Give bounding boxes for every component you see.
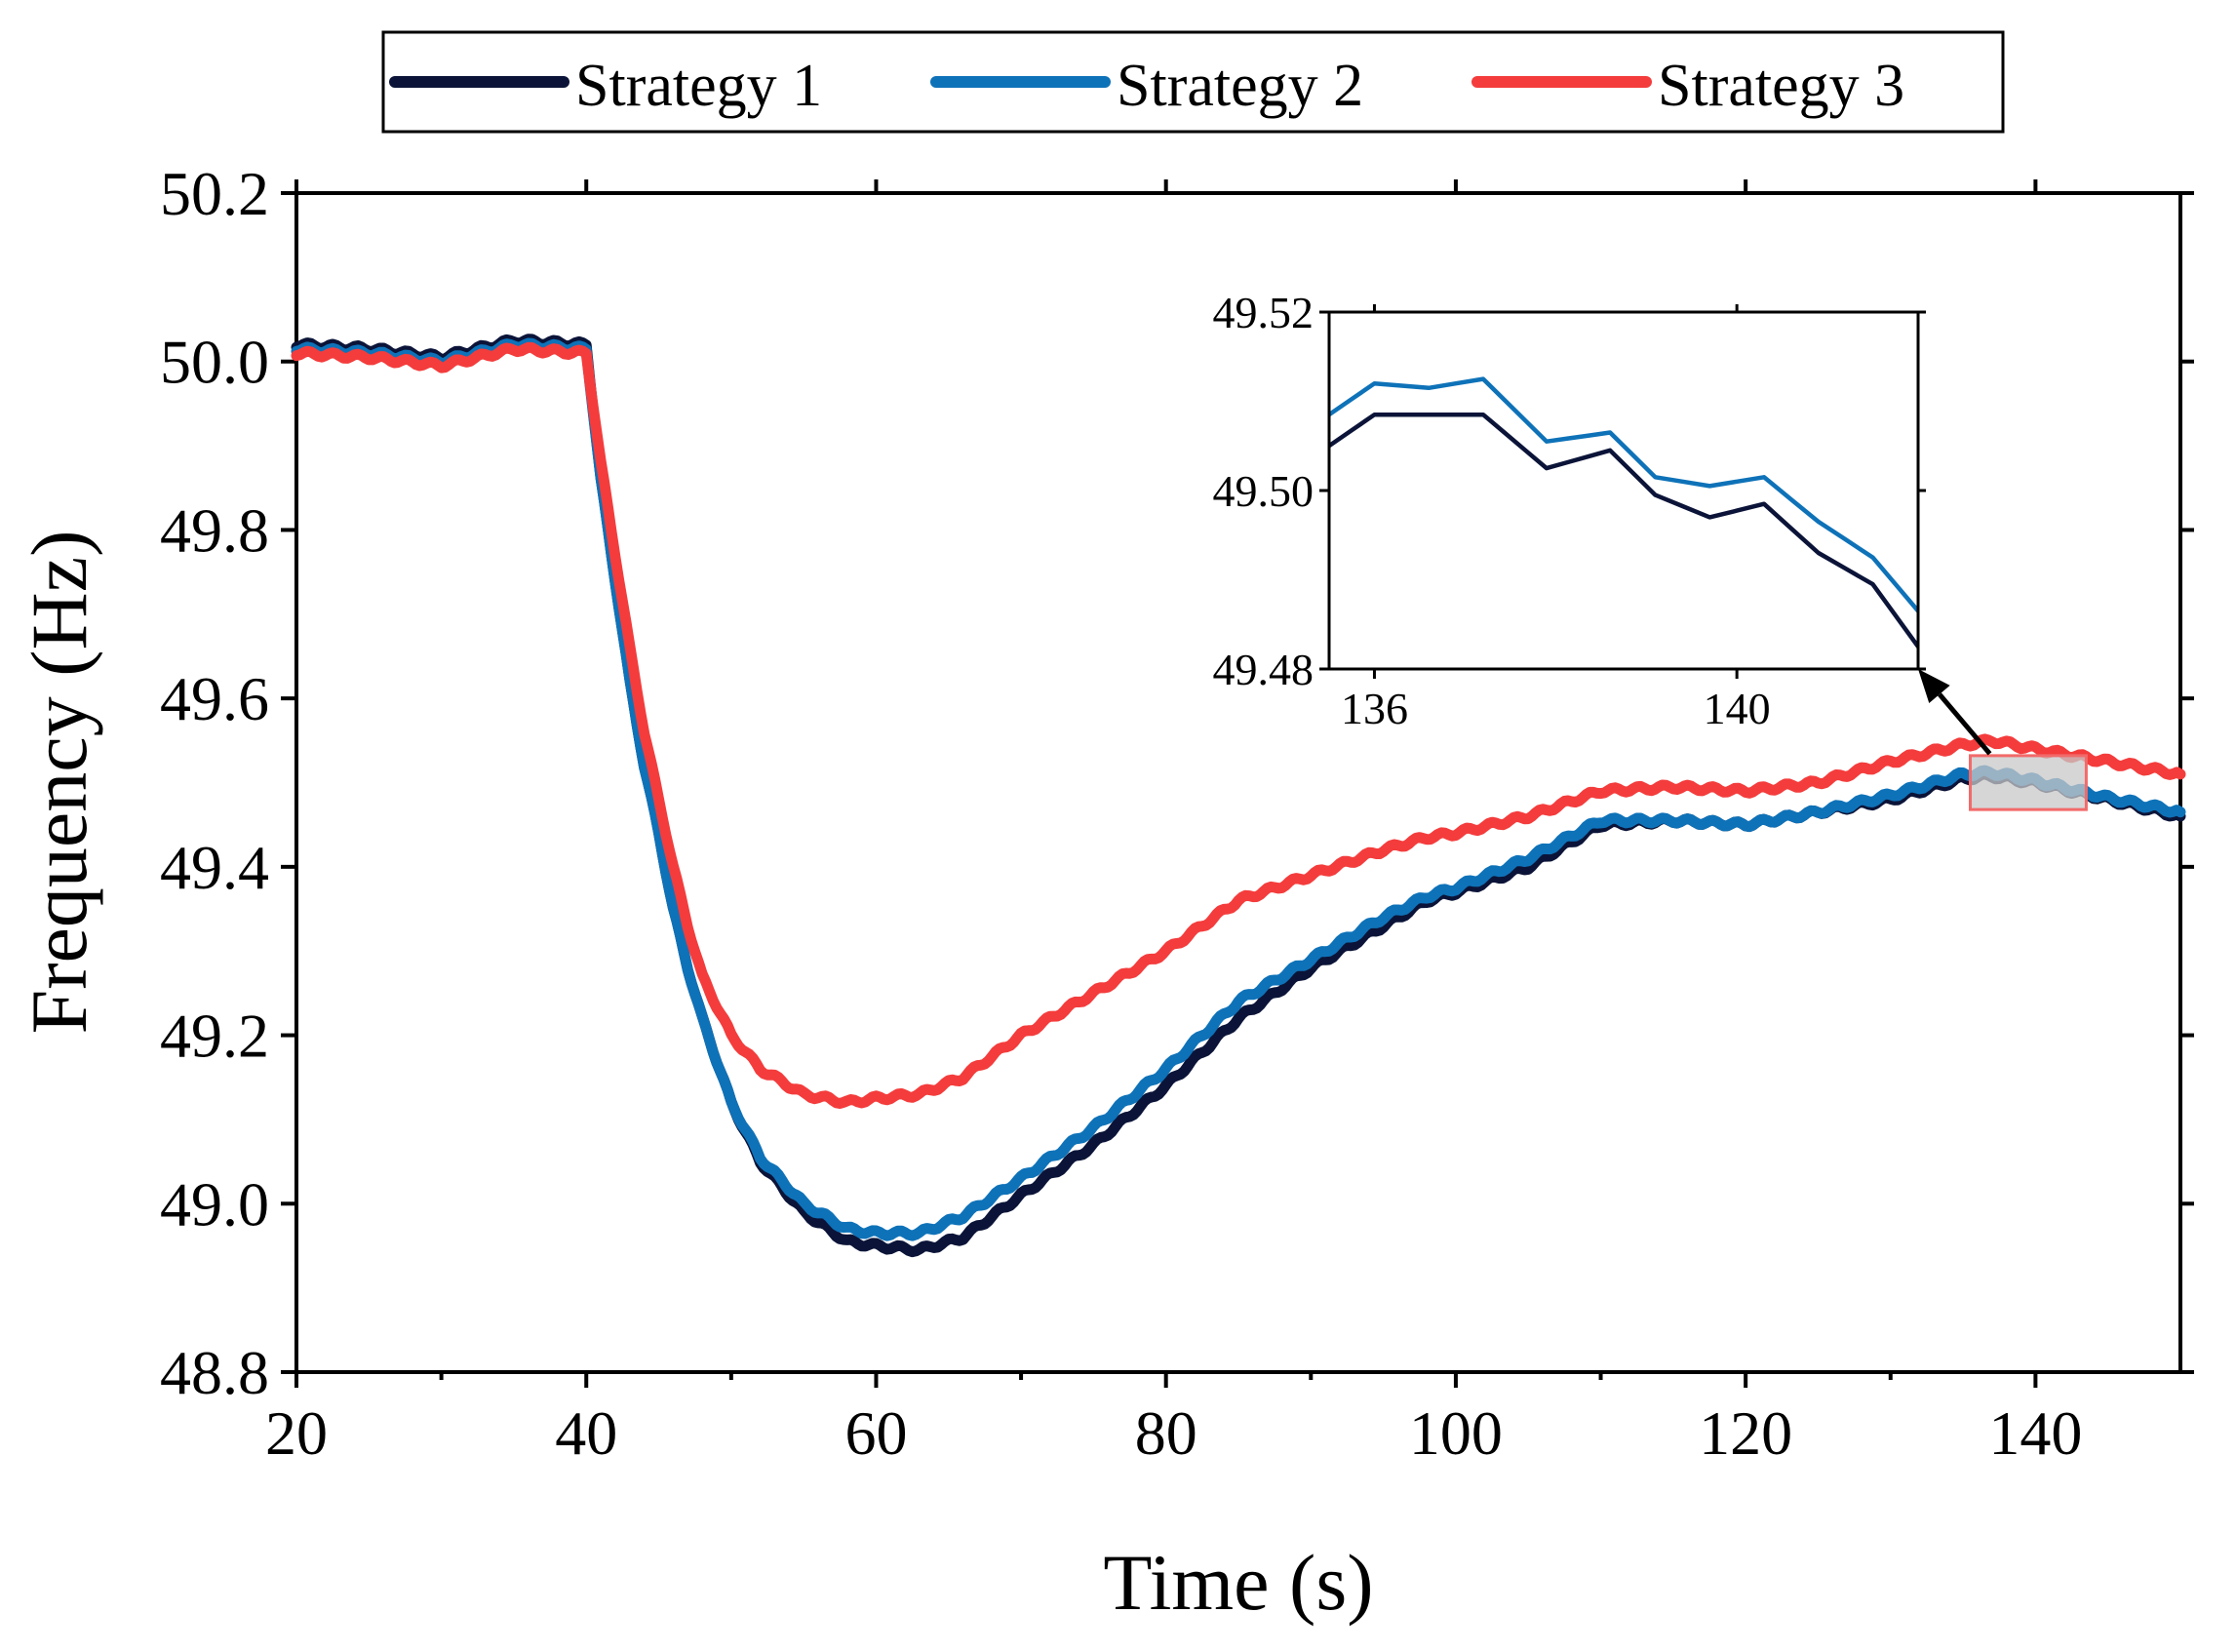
y-tick-label: 49.4 — [160, 833, 269, 902]
y-tick-label: 49.2 — [160, 1002, 269, 1071]
inset-series-line-strategy-2 — [1329, 376, 1918, 613]
x-tick-label: 80 — [1135, 1398, 1197, 1468]
x-tick-label: 20 — [265, 1398, 328, 1468]
legend: Strategy 1 Strategy 2 Strategy 3 — [381, 30, 2005, 134]
inset-series-line-strategy-1 — [1329, 412, 1918, 649]
inset-x-axis-ticks: 136 140 — [1341, 304, 1771, 733]
series-group — [291, 334, 2186, 1258]
y-axis-title: Frequency (Hz) — [15, 531, 103, 1035]
plot-frame — [294, 191, 2182, 1374]
x-tick-label: 40 — [555, 1398, 617, 1468]
inset-background — [1329, 312, 1918, 669]
inset-x-tick-label: 140 — [1704, 684, 1771, 733]
zoom-arrow — [1918, 669, 1992, 756]
y-tick-label: 49.0 — [160, 1169, 269, 1239]
x-axis-title: Time (s) — [1103, 1538, 1373, 1627]
y-tick-label: 50.0 — [160, 328, 269, 397]
zoom-arrow-shaft — [1938, 692, 1992, 756]
y-tick-label: 48.8 — [160, 1338, 269, 1407]
legend-label-strategy-2: Strategy 2 — [1117, 53, 1363, 119]
inset-series-group — [1329, 376, 1918, 649]
x-axis-ticks: 20 40 60 80 100 120 140 — [265, 179, 2082, 1468]
legend-label-strategy-1: Strategy 1 — [575, 53, 822, 119]
legend-box — [381, 30, 2005, 134]
x-tick-label: 100 — [1409, 1398, 1503, 1468]
inset-y-axis-ticks: 49.48 49.50 49.52 — [1213, 288, 1926, 694]
inset-x-tick-label: 136 — [1341, 684, 1408, 733]
x-tick-label: 120 — [1699, 1398, 1792, 1468]
x-tick-label: 60 — [844, 1398, 907, 1468]
x-tick-label: 140 — [1988, 1398, 2082, 1468]
y-tick-label: 50.2 — [160, 159, 269, 228]
y-tick-label: 49.6 — [160, 664, 269, 733]
y-axis-ticks: 48.8 49.0 49.2 49.4 49.6 49.8 50.0 50.2 — [160, 159, 2194, 1407]
inset-y-tick-label: 49.52 — [1213, 288, 1314, 337]
inset-y-tick-label: 49.50 — [1213, 466, 1314, 516]
zoom-region-box — [1969, 754, 2088, 811]
series-line-strategy-3 — [291, 341, 2186, 1109]
y-tick-label: 49.8 — [160, 495, 269, 565]
inset-chart: 136 140 49.48 49.50 49.52 — [1213, 288, 1926, 733]
zoom-arrow-head — [1918, 669, 1950, 703]
legend-label-strategy-3: Strategy 3 — [1658, 53, 1904, 119]
inset-y-tick-label: 49.48 — [1213, 645, 1314, 694]
